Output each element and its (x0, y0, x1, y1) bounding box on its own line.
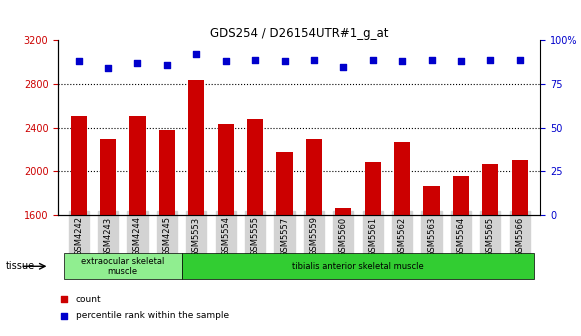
Point (515, 57, 525, 62)
Text: tissue: tissue (6, 261, 35, 271)
FancyBboxPatch shape (182, 253, 535, 279)
Point (250, 57, 260, 62)
Point (192, 52, 201, 57)
Bar (424, 185, 440, 215)
Bar (335, 208, 352, 215)
Text: count: count (76, 295, 101, 303)
Point (456, 58, 465, 64)
Title: GDS254 / D26154UTR#1_g_at: GDS254 / D26154UTR#1_g_at (210, 27, 389, 40)
Bar (188, 80, 205, 215)
Bar (247, 119, 263, 215)
FancyBboxPatch shape (64, 253, 182, 279)
Point (59, 313, 69, 319)
Point (486, 57, 495, 62)
Bar (71, 116, 87, 215)
Bar (512, 161, 528, 215)
Bar (100, 138, 116, 215)
Bar (482, 164, 498, 215)
Bar (306, 138, 322, 215)
Point (74, 58, 83, 64)
Point (397, 58, 407, 64)
Point (368, 57, 378, 62)
Bar (277, 152, 293, 215)
Text: percentile rank within the sample: percentile rank within the sample (76, 311, 229, 320)
Point (162, 62, 171, 68)
Bar (365, 162, 381, 215)
Point (59, 296, 69, 302)
Point (133, 60, 142, 66)
Point (339, 64, 348, 69)
Bar (159, 130, 175, 215)
Bar (453, 176, 469, 215)
Text: tibialis anterior skeletal muscle: tibialis anterior skeletal muscle (292, 262, 424, 271)
Bar (394, 142, 410, 215)
Point (309, 57, 318, 62)
Point (427, 57, 436, 62)
Bar (218, 124, 234, 215)
Point (280, 58, 289, 64)
Text: extraocular skeletal
muscle: extraocular skeletal muscle (81, 257, 164, 276)
Point (103, 66, 113, 71)
Bar (130, 116, 146, 215)
Point (221, 58, 230, 64)
